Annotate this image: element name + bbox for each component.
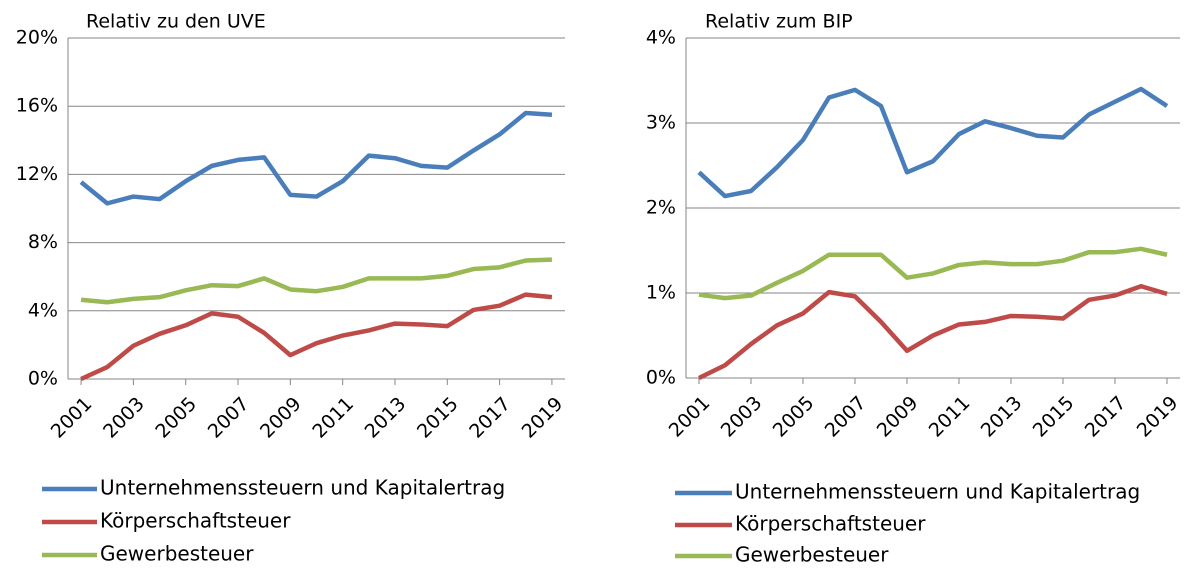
x-tick-label: 2009: [256, 393, 306, 443]
x-tick-label: 2017: [1081, 392, 1131, 442]
x-tick-label: 2001: [665, 392, 715, 442]
x-tick-label: 2005: [151, 393, 201, 443]
x-tick-label: 2017: [465, 393, 515, 443]
x-tick-label: 2009: [873, 392, 923, 442]
y-tick-label: 3%: [646, 112, 676, 134]
x-tick-label: 2011: [308, 393, 358, 443]
y-tick-label: 8%: [28, 231, 58, 253]
series-line: [697, 86, 1169, 199]
series-line: [698, 283, 1168, 381]
y-tick-label: 2%: [646, 197, 676, 219]
x-tick-label: 2007: [204, 393, 254, 443]
x-tick-label: 2003: [99, 393, 149, 443]
legend-label: Körperschaftsteuer: [735, 512, 926, 536]
y-tick-label: 16%: [16, 95, 58, 117]
legend-label: Körperschaftsteuer: [100, 509, 291, 533]
series-line: [80, 257, 552, 305]
x-tick-label: 2011: [925, 392, 975, 442]
legend-label: Unternehmenssteuern und Kapitalertrag: [735, 480, 1140, 504]
y-tick-label: 0%: [646, 367, 676, 389]
y-tick-label: 20%: [16, 27, 58, 49]
legend-label: Gewerbesteuer: [735, 543, 889, 567]
chart-title: Relativ zum BIP: [705, 11, 853, 33]
series-line: [80, 292, 553, 382]
y-tick-label: 1%: [646, 282, 676, 304]
x-tick-label: 2019: [518, 393, 568, 443]
x-tick-label: 2013: [361, 393, 411, 443]
series-line: [698, 246, 1168, 301]
x-tick-label: 2001: [47, 393, 97, 443]
x-tick-label: 2019: [1133, 392, 1183, 442]
x-tick-label: 2007: [821, 392, 871, 442]
x-tick-label: 2003: [717, 392, 767, 442]
x-tick-label: 2005: [769, 392, 819, 442]
legend-label: Gewerbesteuer: [100, 542, 254, 566]
y-tick-label: 0%: [28, 368, 58, 390]
y-tick-label: 4%: [646, 27, 676, 49]
chart-title: Relativ zu den UVE: [86, 11, 266, 33]
series-line: [79, 110, 553, 206]
legend-label: Unternehmenssteuern und Kapitalertrag: [100, 476, 505, 500]
x-tick-label: 2013: [977, 392, 1027, 442]
x-tick-label: 2015: [413, 393, 463, 443]
y-tick-label: 4%: [28, 299, 58, 321]
x-tick-label: 2015: [1029, 392, 1079, 442]
y-tick-label: 12%: [16, 163, 58, 185]
